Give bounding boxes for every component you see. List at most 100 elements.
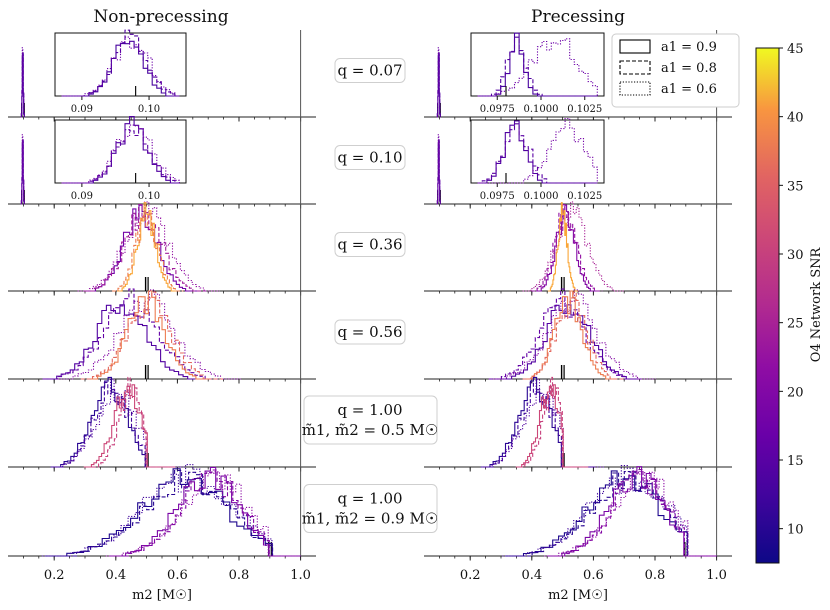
histogram-solid — [524, 290, 616, 380]
q-label-box — [303, 484, 438, 533]
colorbar-gradient — [755, 47, 780, 564]
legend-swatch-dotted — [619, 81, 651, 96]
inset-tick-label: 0.10 — [138, 104, 160, 115]
histogram-dashed — [53, 381, 176, 468]
q-label-row-3: q = 0.36 — [334, 232, 406, 257]
q-label-row-1: q = 0.07 — [334, 58, 406, 83]
inset-right-row-1: 0.0975 0.1000 0.1025 — [470, 32, 605, 115]
q-label-box — [334, 232, 406, 257]
title-precessing: Precessing — [531, 7, 625, 27]
inset-frame — [54, 32, 187, 97]
inset-tick-label: 0.09 — [71, 104, 93, 115]
q-label-row-4: q = 0.56 — [334, 319, 406, 345]
x-tick-label: 0.4 — [521, 568, 542, 583]
q-label-box — [334, 145, 406, 170]
colorbar-label: O4 Network SNR — [809, 246, 824, 362]
colorbar-tick-label: 20 — [787, 385, 804, 400]
histogram-dashed — [531, 203, 603, 292]
q-label-text: q = 0.10 — [337, 149, 402, 167]
legend-frame — [611, 33, 740, 108]
q-label-box — [334, 319, 406, 345]
inset-left-row-2: 0.09 0.10 — [54, 116, 187, 202]
histogram-solid — [43, 304, 206, 380]
q-label-row-6: q = 1.00 m̃1, m̃2 = 0.9 M☉ — [302, 484, 439, 533]
histogram-spike-dotted — [436, 47, 441, 118]
panel-right-row-1: 0.0975 0.1000 0.1025 — [424, 30, 732, 122]
histogram-dotted — [41, 464, 301, 557]
histogram-dotted — [51, 378, 184, 468]
histogram-dashed — [509, 471, 717, 557]
histogram-dashed — [80, 291, 223, 380]
histogram-dashed — [550, 469, 717, 557]
q-label-box — [303, 395, 438, 445]
x-tick-label: 0.6 — [167, 568, 188, 583]
q-label-text: q = 0.36 — [337, 236, 402, 254]
histogram-spike-dotted — [20, 47, 25, 118]
histogram-solid — [499, 304, 643, 380]
q-label-text: q = 1.00 — [337, 490, 402, 508]
legend-swatch-dashed — [619, 60, 651, 75]
x-tick-label: 0.6 — [583, 568, 604, 583]
histogram-dotted — [522, 201, 625, 292]
panel-left-row-2: 0.09 0.10 — [8, 116, 316, 209]
histogram-solid — [536, 204, 598, 292]
histogram-dashed — [42, 288, 226, 380]
q-label-text: q = 1.00 — [337, 401, 402, 419]
histogram-solid — [83, 384, 176, 468]
q-label-masses: m̃1, m̃2 = 0.9 M☉ — [302, 510, 439, 528]
histogram-dashed — [112, 213, 184, 292]
x-tick-label: 0.2 — [44, 568, 65, 583]
panel-left-row-4 — [8, 288, 316, 384]
inset-left-row-1: 0.09 0.10 — [54, 29, 187, 115]
inset-tick-label: 0.1000 — [524, 191, 559, 202]
x-tick-label: 1.0 — [706, 568, 727, 583]
legend: a1 = 0.9 a1 = 0.8 a1 = 0.6 — [611, 33, 740, 108]
q-label-masses: m̃1, m̃2 = 0.5 M☉ — [302, 421, 439, 439]
histogram-dotted — [544, 471, 717, 557]
inset-histogram-dashed — [477, 123, 598, 184]
inset-histogram-solid — [61, 40, 180, 97]
inset-tick-label: 0.1000 — [524, 104, 559, 115]
q-label-text: q = 0.56 — [337, 323, 402, 341]
colorbar-tick-label: 30 — [787, 248, 804, 263]
histogram-solid — [87, 290, 210, 380]
x-axis-label: m2 [M☉] — [548, 588, 608, 603]
q-label-box — [334, 58, 406, 83]
histogram-dotted — [105, 471, 301, 557]
x-tick-label: 1.0 — [290, 568, 311, 583]
legend-label: a1 = 0.9 — [661, 40, 717, 55]
colorbar-tick-label: 25 — [787, 317, 804, 332]
q-label-text: q = 0.07 — [337, 62, 402, 80]
inset-histogram-dotted — [61, 36, 180, 97]
panel-left-row-3 — [8, 201, 316, 296]
inset-frame — [54, 119, 187, 184]
x-tick-label: 0.8 — [229, 568, 250, 583]
histogram-solid — [547, 466, 717, 557]
histogram-spike-dotted — [436, 134, 441, 205]
x-tick-label: 0.8 — [645, 568, 666, 583]
histogram-spike-dotted — [20, 134, 25, 205]
x-tick-label: 0.4 — [105, 568, 126, 583]
histogram-solid — [480, 376, 593, 468]
inset-histogram-solid — [61, 116, 180, 184]
inset-frame — [470, 32, 605, 97]
histogram-dotted — [57, 289, 241, 380]
panel-right-row-6 — [424, 465, 732, 561]
legend-label: a1 = 0.6 — [661, 82, 717, 97]
histogram-dotted — [481, 378, 604, 468]
histogram-solid — [515, 384, 587, 468]
panel-right-row-4 — [424, 288, 732, 384]
legend-swatch-solid — [619, 39, 651, 54]
inset-tick-label: 0.1025 — [567, 191, 602, 202]
inset-histogram-dotted — [61, 124, 180, 184]
inset-histogram-dashed — [61, 128, 180, 184]
inset-tick-label: 0.10 — [138, 191, 160, 202]
panel-left-row-1: 0.09 0.10 — [8, 29, 316, 122]
q-label-row-2: q = 0.10 — [334, 145, 406, 170]
panel-right-row-5 — [424, 376, 732, 472]
inset-right-row-2: 0.0975 0.1000 0.1025 — [470, 117, 605, 202]
q-label-row-5: q = 1.00 m̃1, m̃2 = 0.5 M☉ — [302, 395, 439, 445]
histogram-dashed — [518, 376, 590, 468]
